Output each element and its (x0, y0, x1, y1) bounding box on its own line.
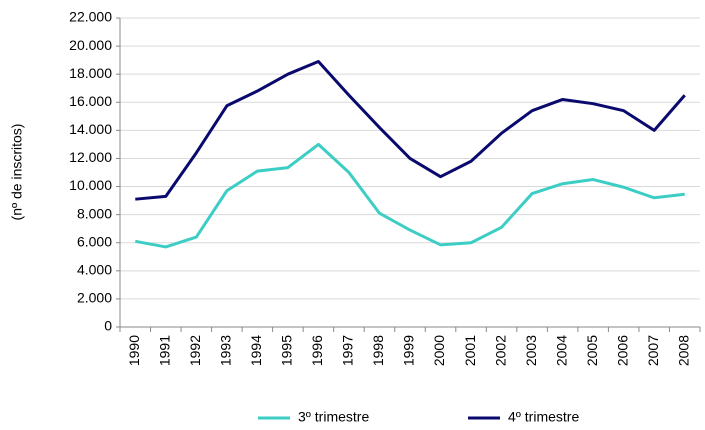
x-tick-label: 1999 (401, 335, 417, 366)
y-tick-label: 10.000 (69, 177, 112, 193)
x-tick-label: 2007 (645, 335, 661, 366)
x-tick-label: 1990 (126, 335, 142, 366)
x-tick-label: 2006 (614, 335, 630, 366)
y-tick-label: 0 (104, 318, 112, 334)
y-tick-label: 22.000 (69, 9, 112, 25)
y-tick-label: 14.000 (69, 121, 112, 137)
x-tick-label: 2000 (431, 335, 447, 366)
x-tick-label: 1995 (279, 335, 295, 366)
y-tick-label: 2.000 (77, 290, 112, 306)
x-tick-label: 1993 (218, 335, 234, 366)
y-tick-label: 20.000 (69, 37, 112, 53)
x-tick-label: 1992 (187, 335, 203, 366)
y-tick-label: 8.000 (77, 205, 112, 221)
y-axis-label: (nº de inscritos) (9, 124, 25, 221)
y-tick-label: 6.000 (77, 233, 112, 249)
y-tick-label: 12.000 (69, 149, 112, 165)
x-tick-label: 1997 (340, 335, 356, 366)
x-tick-label: 2008 (675, 335, 691, 366)
x-tick-label: 1996 (309, 335, 325, 366)
legend-label: 4º trimestre (508, 409, 579, 425)
line-series (134, 142, 685, 249)
y-tick-label: 4.000 (77, 262, 112, 278)
y-tick-label: 18.000 (69, 65, 112, 81)
x-tick-label: 1991 (156, 335, 172, 366)
x-tick-label: 2005 (584, 335, 600, 366)
x-tick-label: 1994 (248, 335, 264, 366)
x-tick-label: 2004 (553, 335, 569, 366)
x-tick-label: 1998 (370, 335, 386, 366)
x-tick-label: 2003 (523, 335, 539, 366)
x-tick-label: 2002 (492, 335, 508, 366)
line-series (135, 60, 686, 201)
legend-label: 3º trimestre (298, 409, 369, 425)
y-tick-label: 16.000 (69, 93, 112, 109)
x-tick-label: 2001 (462, 335, 478, 366)
